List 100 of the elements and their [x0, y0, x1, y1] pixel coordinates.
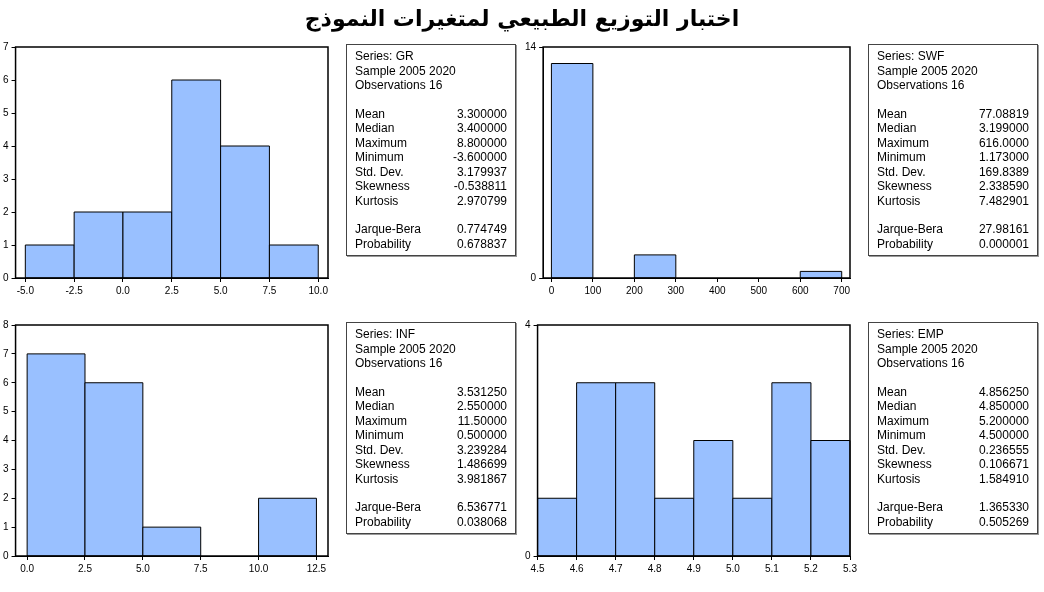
y-tick-label: 6 [3, 376, 9, 388]
x-tick-label: 2.5 [78, 562, 93, 574]
text: Mean 3.531250 [355, 384, 507, 399]
x-tick-label: 200 [626, 284, 644, 296]
text: Mean 3.300000 [355, 106, 507, 121]
y-tick-label: 8 [3, 318, 9, 330]
y-tick-label: 5 [3, 106, 9, 118]
text: Median 3.400000 [355, 121, 507, 135]
text: Std. Dev. 3.179937 [355, 164, 507, 179]
x-tick-label: -2.5 [65, 284, 84, 296]
x-tick-label: 700 [833, 284, 851, 296]
y-tick-label: 6 [3, 73, 9, 85]
text: Median 4.850000 [877, 399, 1029, 413]
y-tick-label: 3 [3, 172, 9, 184]
y-tick-label: 1 [3, 238, 9, 250]
text: Probability 0.038068 [355, 514, 507, 529]
x-tick-label: 4.5 [530, 562, 545, 574]
text: Jarque-Bera 6.536771 [355, 500, 507, 514]
x-tick-label: 2.5 [164, 284, 180, 296]
x-tick-label: 5.0 [213, 284, 228, 296]
y-tick-label: 4 [3, 139, 9, 151]
text: Skewness 2.338590 [877, 179, 1029, 193]
x-tick-label: 5.1 [764, 562, 780, 574]
x-tick-label: 4.7 [608, 562, 624, 574]
text: Observations 16 [877, 78, 966, 93]
x-tick-label: 5.0 [725, 562, 741, 574]
text: Series: GR [355, 49, 415, 64]
y-tick-label: 1 [3, 520, 9, 532]
y-tick-label: 0 [3, 549, 9, 561]
text: Observations 16 [877, 356, 966, 371]
x-tick-label: 7.5 [262, 284, 277, 296]
x-tick-label: 7.5 [193, 562, 209, 574]
text: Kurtosis 2.970799 [355, 193, 507, 208]
text: Sample 2005 2020 [355, 341, 457, 356]
y-tick-label: 4 [525, 318, 531, 330]
y-tick-label: 5 [3, 405, 9, 417]
y-tick-label: 0 [525, 549, 531, 561]
x-tick-label: 12.5 [306, 562, 327, 574]
text: Jarque-Bera 0.774749 [355, 222, 507, 236]
text: Minimum -3.600000 [355, 150, 507, 164]
x-tick-label: 5.2 [803, 562, 819, 574]
y-tick-label: 2 [3, 492, 9, 503]
x-tick-label: 4.8 [647, 562, 663, 574]
x-tick-label: 5.3 [843, 562, 858, 574]
x-tick-label: -5.0 [16, 284, 35, 296]
text: Mean 4.856250 [877, 384, 1029, 399]
text: Probability 0.505269 [877, 514, 1029, 529]
y-tick-label: 4 [3, 434, 9, 446]
y-tick-label: 7 [3, 40, 9, 52]
text: Skewness 0.106671 [877, 457, 1029, 471]
x-tick-label: 5.0 [135, 562, 151, 574]
text: Minimum 0.500000 [355, 428, 507, 442]
text: Sample 2005 2020 [877, 341, 979, 356]
x-tick-label: 600 [791, 284, 810, 296]
y-tick-label: 2 [3, 205, 9, 217]
text: Mean 77.08819 [877, 106, 1029, 121]
text: Series: SWF [877, 49, 946, 64]
text: Probability 0.000001 [877, 236, 1029, 251]
text: Std. Dev. 3.239284 [355, 442, 507, 457]
y-tick-label: 7 [3, 347, 9, 359]
text: Observations 16 [355, 78, 444, 93]
text: Minimum 4.500000 [877, 428, 1029, 442]
text: Kurtosis 7.482901 [877, 193, 1029, 208]
text: Series: EMP [877, 327, 945, 342]
text: Std. Dev. 0.236555 [877, 442, 1029, 457]
text: Maximum 11.50000 [355, 413, 507, 428]
text: Probability 0.678837 [355, 236, 507, 251]
x-tick-label: 0.0 [116, 284, 131, 296]
text: Kurtosis 3.981867 [355, 471, 507, 486]
text: Kurtosis 1.584910 [877, 471, 1029, 486]
x-tick-label: 0.0 [20, 562, 35, 574]
text: Skewness 1.486699 [355, 457, 507, 471]
y-tick-label: 0 [530, 271, 537, 283]
x-tick-label: 400 [708, 284, 727, 296]
text: Sample 2005 2020 [355, 63, 457, 78]
text: Median 3.199000 [877, 121, 1029, 135]
text: Observations 16 [355, 356, 444, 371]
x-tick-label: 300 [667, 284, 685, 296]
x-tick-label: 4.9 [686, 562, 702, 574]
text: Median 2.550000 [355, 399, 507, 413]
x-tick-label: 0 [548, 284, 555, 296]
text: Sample 2005 2020 [877, 63, 979, 78]
text: Jarque-Bera 27.98161 [877, 222, 1029, 236]
y-tick-label: 0 [3, 271, 9, 283]
text: Series: INF [355, 327, 416, 342]
x-tick-label: 10.0 [308, 284, 329, 296]
text: Jarque-Bera 1.365330 [877, 500, 1029, 514]
x-tick-label: 10.0 [248, 562, 269, 574]
text: Maximum 616.0000 [877, 135, 1029, 150]
text: Maximum 8.800000 [355, 135, 507, 150]
x-tick-label: 500 [750, 284, 768, 296]
text: Std. Dev. 169.8389 [877, 164, 1029, 179]
y-tick-label: 3 [3, 463, 9, 475]
text: Minimum 1.173000 [877, 150, 1029, 164]
text: Maximum 5.200000 [877, 413, 1029, 428]
x-tick-label: 4.6 [569, 562, 584, 574]
text: اختبار التوزيع الطبيعي لمتغيرات النموذج [303, 5, 741, 34]
y-tick-label: 14 [525, 40, 537, 52]
x-tick-label: 100 [584, 284, 602, 296]
text: Skewness -0.538811 [355, 179, 507, 193]
